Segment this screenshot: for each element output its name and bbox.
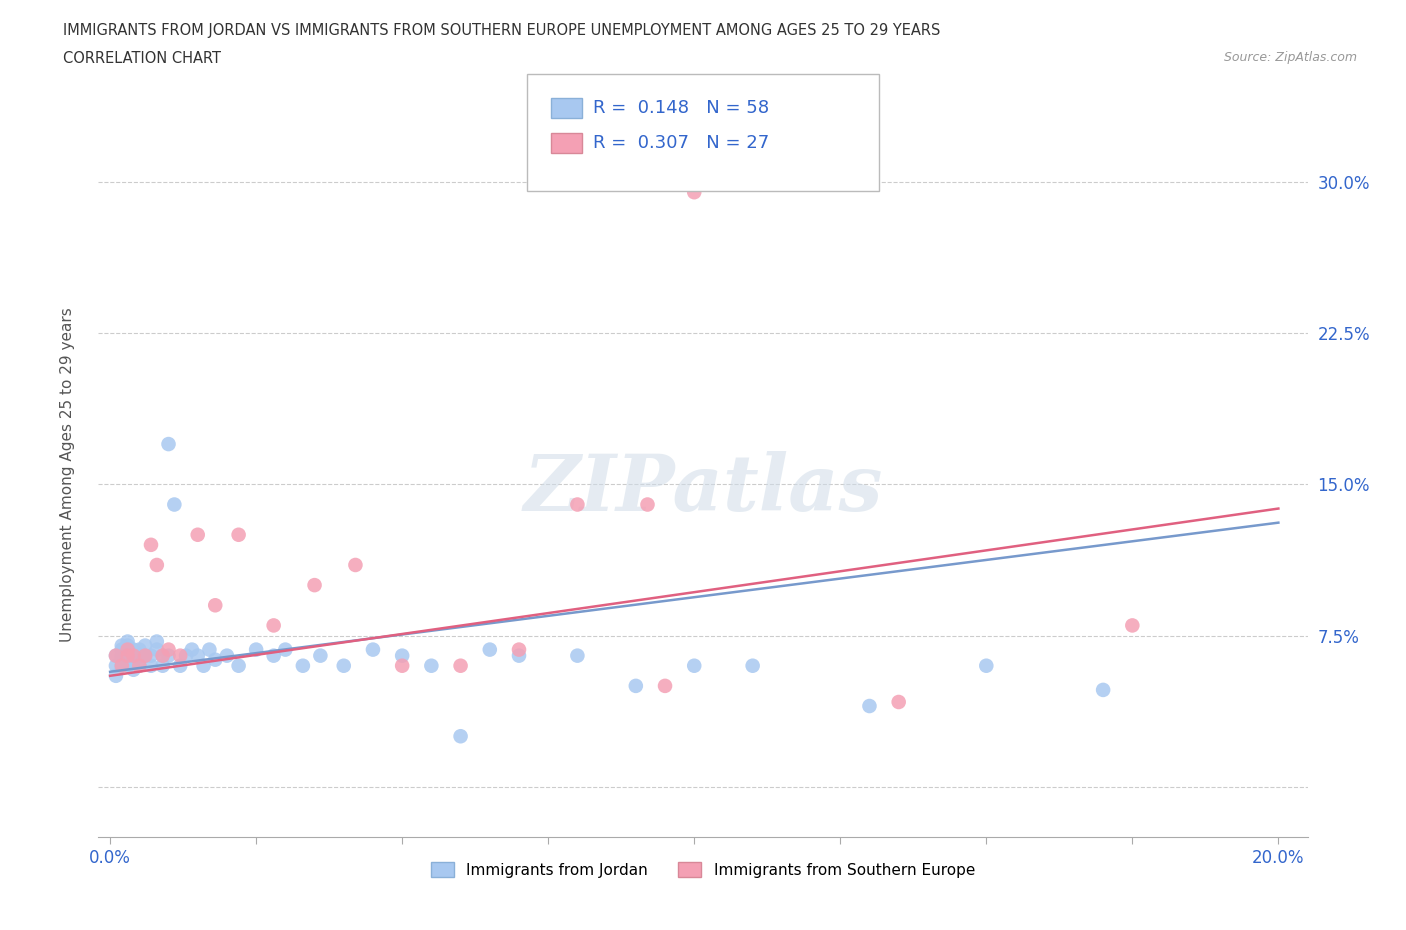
Point (117, 634, 139, 649)
Point (858, 698, 880, 713)
Point (391, 648, 413, 663)
Point (228, 658, 250, 673)
Point (309, 648, 332, 663)
Point (169, 658, 191, 673)
Point (122, 643, 145, 658)
Point (332, 658, 354, 673)
Point (139, 538, 162, 552)
Point (741, 658, 763, 673)
Point (111, 658, 134, 673)
Point (274, 643, 297, 658)
Point (187, 648, 209, 663)
Point (304, 578, 326, 592)
Point (508, 648, 530, 663)
Point (228, 527, 250, 542)
Point (117, 638, 139, 653)
Point (111, 648, 134, 663)
Point (157, 648, 180, 663)
Point (104, 648, 127, 663)
Point (567, 498, 589, 512)
Point (117, 658, 139, 673)
Legend: Immigrants from Jordan, Immigrants from Southern Europe: Immigrants from Jordan, Immigrants from … (425, 856, 981, 884)
Point (174, 648, 197, 663)
Point (122, 648, 145, 663)
Point (128, 648, 150, 663)
Point (152, 658, 174, 673)
Point (683, 185, 706, 200)
Point (146, 634, 169, 649)
Point (887, 695, 910, 710)
Point (104, 669, 127, 684)
Point (146, 643, 169, 658)
Point (146, 558, 169, 573)
Y-axis label: Unemployment Among Ages 25 to 29 years: Unemployment Among Ages 25 to 29 years (60, 307, 75, 642)
Point (122, 648, 145, 663)
Point (134, 648, 156, 663)
Point (169, 648, 191, 663)
Point (624, 679, 647, 694)
Point (134, 648, 156, 663)
Point (104, 648, 127, 663)
Point (117, 643, 139, 658)
Point (111, 658, 134, 673)
Point (1121, 618, 1143, 633)
Point (157, 437, 180, 452)
Text: IMMIGRANTS FROM JORDAN VS IMMIGRANTS FROM SOUTHERN EUROPE UNEMPLOYMENT AMONG AGE: IMMIGRANTS FROM JORDAN VS IMMIGRANTS FRO… (63, 23, 941, 38)
Point (128, 658, 150, 673)
Point (567, 648, 589, 663)
Text: ZIPatlas: ZIPatlas (523, 450, 883, 527)
Point (1092, 683, 1115, 698)
Point (391, 658, 413, 673)
Point (245, 643, 267, 658)
Point (654, 679, 676, 694)
Point (204, 652, 226, 667)
Point (122, 655, 145, 670)
Point (139, 658, 162, 673)
Point (122, 662, 145, 677)
Point (152, 648, 174, 663)
Text: CORRELATION CHART: CORRELATION CHART (63, 51, 221, 66)
Point (128, 658, 150, 673)
Point (420, 658, 443, 673)
Point (683, 658, 706, 673)
Point (361, 643, 384, 658)
Point (198, 643, 221, 658)
Point (152, 648, 174, 663)
Point (450, 658, 472, 673)
Point (187, 527, 209, 542)
Point (163, 498, 186, 512)
Point (117, 644, 139, 659)
Point (637, 498, 659, 512)
Point (215, 648, 238, 663)
Point (344, 558, 367, 573)
Point (478, 643, 501, 658)
Point (134, 638, 156, 653)
Text: R =  0.148   N = 58: R = 0.148 N = 58 (593, 99, 769, 117)
Point (111, 638, 134, 653)
Point (291, 658, 314, 673)
Point (508, 643, 530, 658)
Point (204, 598, 226, 613)
Point (117, 652, 139, 667)
Point (157, 643, 180, 658)
Point (117, 648, 139, 663)
Point (128, 643, 150, 658)
Point (263, 648, 285, 663)
Point (974, 658, 997, 673)
Text: R =  0.307   N = 27: R = 0.307 N = 27 (593, 134, 769, 153)
Point (450, 729, 472, 744)
Point (263, 618, 285, 633)
Point (104, 658, 127, 673)
Point (139, 648, 162, 663)
Point (111, 643, 134, 658)
Point (180, 643, 202, 658)
Point (193, 658, 215, 673)
Text: Source: ZipAtlas.com: Source: ZipAtlas.com (1223, 51, 1357, 64)
